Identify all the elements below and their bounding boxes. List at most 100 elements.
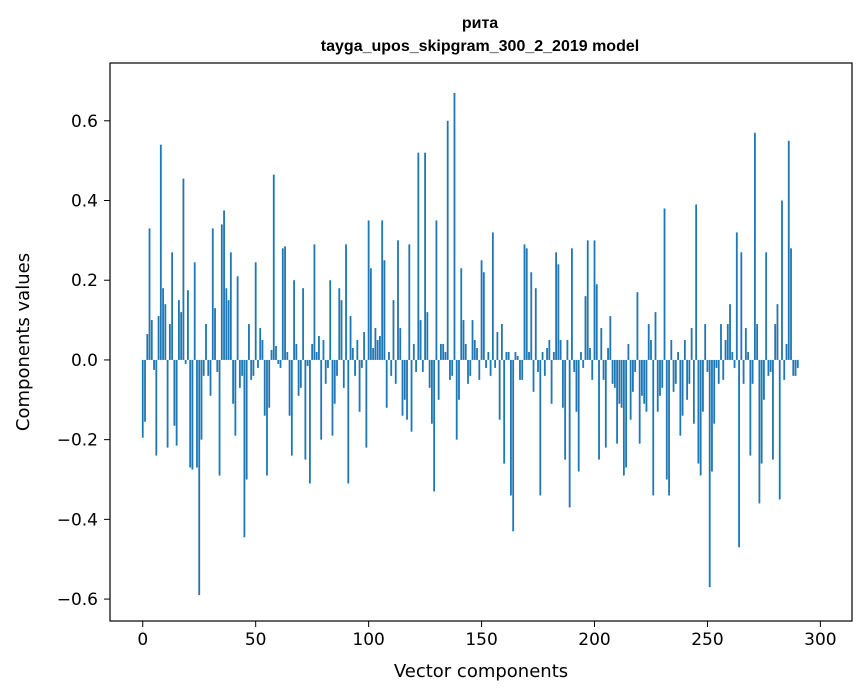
bar <box>796 359 799 368</box>
bar <box>729 304 731 360</box>
bar <box>781 200 783 360</box>
bar <box>338 288 341 360</box>
bar <box>785 343 788 360</box>
bar <box>261 340 264 360</box>
bar <box>354 359 356 376</box>
bar <box>561 359 564 408</box>
bar <box>634 359 637 372</box>
bar <box>751 359 754 384</box>
bar <box>713 359 716 424</box>
bar <box>740 252 743 360</box>
bar <box>604 359 607 448</box>
bar <box>281 248 284 360</box>
bar <box>336 359 338 376</box>
bar <box>645 359 648 412</box>
bar <box>275 345 277 360</box>
bar <box>747 351 749 360</box>
bar <box>430 359 433 424</box>
bar <box>720 324 722 360</box>
bar <box>758 359 761 504</box>
bar <box>238 359 241 388</box>
bar <box>309 359 311 484</box>
x-tick-label: 300 <box>804 630 836 650</box>
bar <box>476 347 478 360</box>
bar <box>270 349 273 360</box>
bar <box>444 351 447 360</box>
bar <box>248 324 250 360</box>
bar <box>322 340 325 360</box>
y-axis-ticks: −0.6 −0.4 −0.2 0.0 0.2 0.4 0.6 <box>57 112 110 610</box>
bar <box>435 220 438 360</box>
x-axis-ticks: 0 50 100 150 200 250 300 <box>137 621 837 650</box>
bar <box>794 359 797 376</box>
bar <box>383 260 386 360</box>
bar <box>534 288 537 360</box>
bar <box>184 359 187 364</box>
bar <box>611 359 614 384</box>
bar <box>171 252 174 360</box>
bar <box>293 280 295 360</box>
bar <box>277 359 280 364</box>
bar <box>717 359 720 384</box>
bar <box>546 347 548 360</box>
bar <box>419 320 422 360</box>
bar <box>211 228 214 360</box>
y-axis-label: Components values <box>13 253 34 431</box>
bar <box>458 359 460 400</box>
bar <box>609 316 612 360</box>
bar <box>424 152 426 360</box>
bar <box>290 359 293 456</box>
bar <box>437 359 440 400</box>
bar <box>191 359 194 470</box>
bar <box>769 359 772 372</box>
bar <box>358 359 361 412</box>
bar <box>279 359 282 368</box>
bar <box>792 359 795 376</box>
bar <box>688 359 691 384</box>
x-tick-label: 50 <box>245 630 267 650</box>
bar <box>162 288 164 360</box>
bar <box>347 359 350 484</box>
bar <box>548 340 551 360</box>
bar <box>408 244 411 360</box>
y-tick-label: 0.0 <box>71 351 98 371</box>
bar <box>225 288 228 360</box>
bar <box>245 359 248 480</box>
bar <box>428 359 431 388</box>
bar <box>577 359 580 472</box>
bar <box>218 359 221 476</box>
bar <box>510 359 512 496</box>
bar <box>765 252 768 360</box>
bar <box>177 300 180 360</box>
bar <box>516 355 519 360</box>
bar <box>663 208 666 360</box>
bar <box>593 240 596 360</box>
bar <box>175 359 178 446</box>
bar <box>268 359 271 408</box>
y-tick-label: 0.2 <box>71 271 98 291</box>
bar <box>749 359 752 456</box>
bar <box>523 244 526 360</box>
bar <box>227 300 230 360</box>
bar <box>708 359 711 588</box>
bar <box>471 320 474 360</box>
bar <box>216 359 219 372</box>
bar <box>349 316 352 360</box>
bar <box>340 300 343 360</box>
bar <box>367 220 370 360</box>
bar <box>302 288 305 360</box>
bar <box>252 359 255 376</box>
bar <box>324 359 327 384</box>
bar <box>620 359 623 408</box>
bar <box>571 248 573 360</box>
bar <box>487 351 490 360</box>
bar <box>636 292 639 360</box>
bar <box>469 359 472 376</box>
bar <box>313 244 316 360</box>
bar <box>783 359 786 380</box>
bar <box>532 359 535 392</box>
bar <box>656 359 659 412</box>
bar <box>363 332 366 360</box>
bar <box>625 359 628 468</box>
